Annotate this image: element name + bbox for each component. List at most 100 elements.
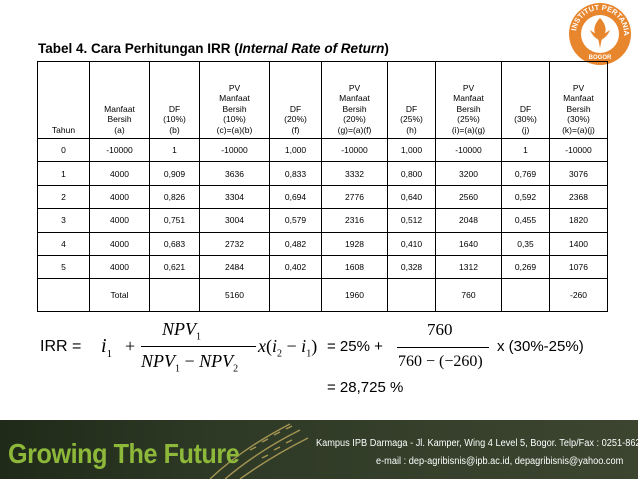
table-cell: 1312: [435, 254, 502, 280]
total-pv-25: 760: [435, 278, 502, 313]
table-cell: -10000: [199, 137, 270, 163]
table-cell: 0,35: [501, 231, 550, 256]
ipb-logo: INSTITUT PERTANIAN BOGOR: [568, 2, 631, 65]
table-cell: 2560: [435, 184, 502, 210]
table-total-row: Total 5160 1960 760 -260: [37, 278, 608, 313]
formula-times-term: x(i2 − i1): [258, 336, 318, 360]
table-cell: [149, 278, 200, 313]
table-cell: 0,694: [269, 184, 322, 210]
table-cell: 0,833: [269, 161, 322, 186]
table-cell: 1608: [321, 254, 388, 280]
table-cell: 3076: [549, 161, 608, 186]
table-cell: 0,328: [387, 254, 436, 280]
table-row: 4 4000 0,683 2732 0,482 1928 0,410 1640 …: [37, 231, 608, 256]
table-cell: 0,579: [269, 208, 322, 233]
table-cell: 1400: [549, 231, 608, 256]
table-cell: 2368: [549, 184, 608, 210]
table-cell: 0,909: [149, 161, 200, 186]
header-manfaat-bersih: Manfaat Bersih (a): [89, 61, 150, 139]
table-cell: 4000: [89, 254, 150, 280]
table-cell: [501, 278, 550, 313]
table-cell: 2048: [435, 208, 502, 233]
table-cell: 2316: [321, 208, 388, 233]
table-cell: 0,683: [149, 231, 200, 256]
table-row: 2 4000 0,826 3304 0,694 2776 0,640 2560 …: [37, 184, 608, 210]
rice-stalk-icon: [209, 423, 309, 479]
table-cell: 3332: [321, 161, 388, 186]
table-cell: 2: [37, 184, 90, 210]
footer-brand: Growing The Future: [8, 438, 240, 469]
table-cell: 0: [37, 137, 90, 163]
formula-i1: i1: [101, 335, 113, 360]
header-df-20: DF (20%) (f): [269, 61, 322, 139]
table-cell: 2732: [199, 231, 270, 256]
table-cell: -10000: [435, 137, 502, 163]
table-cell: 0,410: [387, 231, 436, 256]
table-cell: 3636: [199, 161, 270, 186]
logo-bottom-text: BOGOR: [589, 55, 612, 61]
table-cell: 0,402: [269, 254, 322, 280]
header-pv-20: PV Manfaat Bersih (20%) (g)=(a)(f): [321, 61, 388, 139]
irr-result: = 28,725 %: [327, 379, 404, 396]
table-cell: 0,269: [501, 254, 550, 280]
table-cell: 1: [501, 137, 550, 163]
header-df-30: DF (30%) (j): [501, 61, 550, 139]
table-row: 5 4000 0,621 2484 0,402 1608 0,328 1312 …: [37, 254, 608, 280]
formula-denominator: NPV1 − NPV2: [141, 351, 239, 375]
table-cell: 0,640: [387, 184, 436, 210]
table-cell: 1928: [321, 231, 388, 256]
step1-fraction-bar: [397, 347, 489, 348]
formula-fraction-bar: [141, 346, 256, 347]
table-cell: 0,751: [149, 208, 200, 233]
footer-address: Kampus IPB Darmaga - Jl. Kamper, Wing 4 …: [316, 438, 638, 449]
table-cell: 3: [37, 208, 90, 233]
step1-suffix: x (30%-25%): [497, 338, 584, 355]
footer-email: e-mail : dep-agribisnis@ipb.ac.id, depag…: [376, 456, 624, 467]
total-pv-20: 1960: [321, 278, 388, 313]
table-cell: 0,512: [387, 208, 436, 233]
header-df-10: DF (10%) (b): [149, 61, 200, 139]
table-cell: 3004: [199, 208, 270, 233]
formula-numerator: NPV1: [162, 319, 201, 343]
table-cell: 1,000: [269, 137, 322, 163]
step1-denominator: 760 − (−260): [398, 353, 483, 370]
table-row: 3 4000 0,751 3004 0,579 2316 0,512 2048 …: [37, 208, 608, 233]
table-cell: 1: [149, 137, 200, 163]
table-cell: -10000: [549, 137, 608, 163]
table-cell: 1: [37, 161, 90, 186]
header-tahun: Tahun: [37, 61, 90, 139]
table-cell: 0,826: [149, 184, 200, 210]
table-cell: [269, 278, 322, 313]
table-cell: 4000: [89, 231, 150, 256]
table-cell: 1820: [549, 208, 608, 233]
total-pv-10: 5160: [199, 278, 270, 313]
table-cell: 4000: [89, 208, 150, 233]
table-header-row: Tahun Manfaat Bersih (a) DF (10%) (b) PV…: [37, 61, 608, 139]
footer-background: [0, 420, 638, 479]
table-cell: 0,482: [269, 231, 322, 256]
table-cell: 1640: [435, 231, 502, 256]
formula-plus: +: [125, 336, 136, 356]
table-row: 1 4000 0,909 3636 0,833 3332 0,800 3200 …: [37, 161, 608, 186]
table-cell: -10000: [321, 137, 388, 163]
irr-lhs: IRR =: [40, 338, 82, 355]
total-label: Total: [89, 278, 150, 313]
table-cell: 4: [37, 231, 90, 256]
total-pv-30: -260: [549, 278, 608, 313]
table-cell: [387, 278, 436, 313]
footer-banner: Growing The Future Kampus IPB Darmaga - …: [0, 420, 638, 479]
table-cell: 1,000: [387, 137, 436, 163]
header-df-25: DF (25%) (h): [387, 61, 436, 139]
table-cell: 3200: [435, 161, 502, 186]
logo-emblem-icon: [590, 18, 610, 48]
table-cell: 5: [37, 254, 90, 280]
table-title: Tabel 4. Cara Perhitungan IRR (Internal …: [38, 41, 389, 56]
table-cell: 1076: [549, 254, 608, 280]
table-cell: 2776: [321, 184, 388, 210]
table-cell: 0,592: [501, 184, 550, 210]
table-cell: 4000: [89, 161, 150, 186]
table-cell: 3304: [199, 184, 270, 210]
table-cell: 0,800: [387, 161, 436, 186]
step1-prefix: = 25% +: [327, 338, 383, 355]
irr-table: Tahun Manfaat Bersih (a) DF (10%) (b) PV…: [37, 61, 608, 313]
